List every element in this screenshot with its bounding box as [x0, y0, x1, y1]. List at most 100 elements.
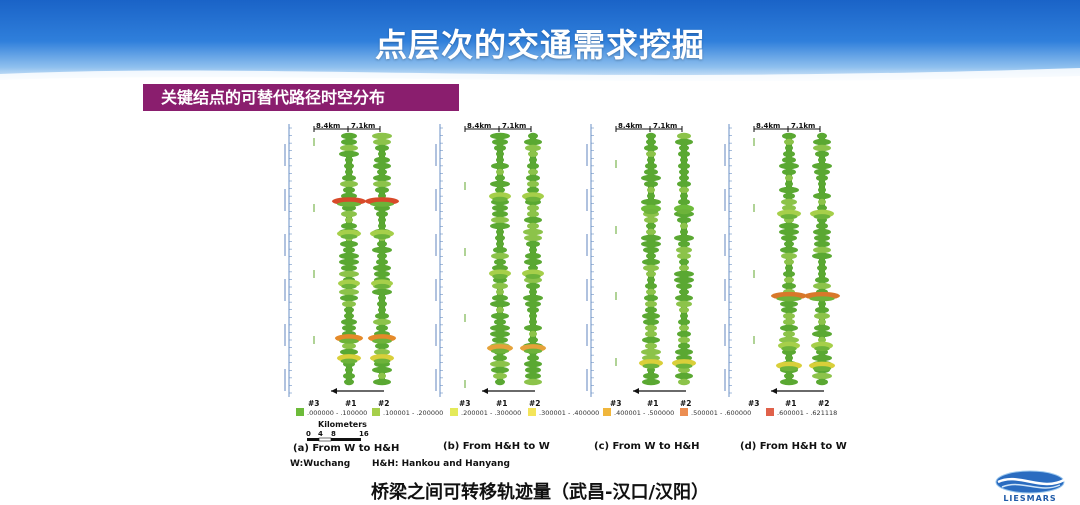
track-highlight-edge	[812, 366, 832, 372]
track-highlight-edge	[373, 234, 391, 240]
track-blob	[818, 156, 826, 164]
track-blob	[784, 258, 794, 266]
track-label: #3	[459, 399, 471, 408]
track-blob	[818, 198, 826, 206]
track-blob	[527, 204, 539, 212]
track-blob	[528, 150, 538, 158]
track-blob	[818, 270, 826, 278]
track-highlight-edge	[373, 358, 391, 364]
track-blob	[528, 336, 538, 344]
track-blob	[343, 186, 355, 194]
track-blob	[677, 216, 691, 224]
axis-date-mark	[586, 234, 588, 256]
track-blob	[816, 174, 828, 182]
track-blob	[818, 186, 826, 194]
track-label: #1	[496, 399, 508, 408]
axis-date-mark	[586, 369, 588, 391]
track-blob	[785, 354, 793, 362]
track-blob	[496, 306, 504, 314]
distance-label-left: 8.4km	[467, 122, 491, 130]
axis-date-mark	[724, 279, 726, 301]
track-blob	[523, 294, 543, 302]
track-blob	[524, 258, 542, 266]
track-blob	[646, 132, 656, 140]
scale-segment-2	[318, 437, 332, 442]
track-highlight-edge	[642, 363, 660, 369]
track-blob	[526, 240, 540, 248]
track-blob	[492, 264, 508, 272]
track-blob	[378, 306, 386, 314]
track-highlight-edge	[341, 283, 357, 289]
track-blob	[495, 186, 505, 194]
track-blob	[529, 312, 537, 320]
panel-2: 8.4km 7.1km #3 #1 #2	[435, 122, 546, 408]
track-blob	[525, 144, 541, 152]
track-blob	[813, 228, 831, 236]
track-highlight-edge	[675, 363, 693, 369]
track-blob	[342, 300, 356, 308]
track-blob	[341, 222, 357, 230]
track-blob	[344, 312, 354, 320]
track-3-mark	[313, 138, 315, 146]
track-blob	[785, 180, 793, 188]
axis-date-mark	[586, 189, 588, 211]
track-blob	[818, 180, 826, 188]
track-blob	[679, 186, 689, 194]
track-highlight-edge	[523, 348, 543, 354]
track-blob	[493, 354, 507, 362]
track-blob	[496, 156, 504, 164]
track-blob	[643, 318, 659, 326]
panel-caption-c: (c) From W to H&H	[594, 441, 700, 452]
track-blob	[344, 162, 354, 170]
scale-tick-8: 8	[331, 430, 336, 438]
track-3-mark	[313, 270, 315, 278]
track-highlight-edge	[809, 296, 835, 302]
track-blob	[679, 174, 689, 182]
track-blob	[814, 312, 830, 320]
track-label: #3	[308, 399, 320, 408]
track-highlight-edge	[677, 209, 691, 215]
legend-swatch-7	[766, 408, 774, 416]
legend-swatch-3	[450, 408, 458, 416]
track-blob	[524, 216, 542, 224]
track-blob	[779, 162, 799, 170]
axis-date-mark	[586, 279, 588, 301]
axis-date-mark	[435, 369, 437, 391]
track-label: #2	[378, 399, 390, 408]
legend-label-2: .100001 - .200000	[383, 409, 443, 417]
track-blob	[527, 186, 539, 194]
track-label: #2	[680, 399, 692, 408]
panel-caption-a: (a) From W to H&H	[293, 443, 399, 454]
track-blob	[340, 144, 358, 152]
track-highlight-edge	[492, 196, 508, 202]
track-blob	[815, 276, 829, 284]
track-blob	[677, 330, 691, 338]
track-blob	[646, 252, 656, 260]
track-3-mark	[615, 292, 617, 300]
track-blob	[817, 264, 827, 272]
bottom-arrow-head	[633, 388, 639, 394]
track-blob	[812, 330, 832, 338]
track-blob	[524, 360, 542, 368]
track-blob	[679, 144, 689, 152]
bottom-arrow-head	[771, 388, 777, 394]
track-highlight-edge	[340, 358, 358, 364]
track-blob	[492, 294, 508, 302]
track-blob	[814, 240, 830, 248]
panel-caption-d: (d) From H&H to W	[740, 441, 847, 452]
track-blob	[677, 180, 691, 188]
track-blob	[524, 138, 542, 146]
track-blob	[339, 252, 359, 260]
legend-swatch-4	[528, 408, 536, 416]
track-highlight-edge	[781, 346, 797, 352]
distance-label-right: 7.1km	[653, 122, 677, 130]
track-blob	[678, 150, 690, 158]
track-blob	[779, 186, 799, 194]
track-blob	[817, 204, 827, 212]
legend-label-5: .400001 - .500000	[614, 409, 674, 417]
axis-date-mark	[284, 324, 286, 346]
track-blob	[373, 378, 391, 386]
panel-3: 8.4km 7.1km #3 #1 #2	[586, 122, 696, 408]
track-blob	[642, 336, 660, 344]
track-highlight-edge	[525, 273, 541, 279]
